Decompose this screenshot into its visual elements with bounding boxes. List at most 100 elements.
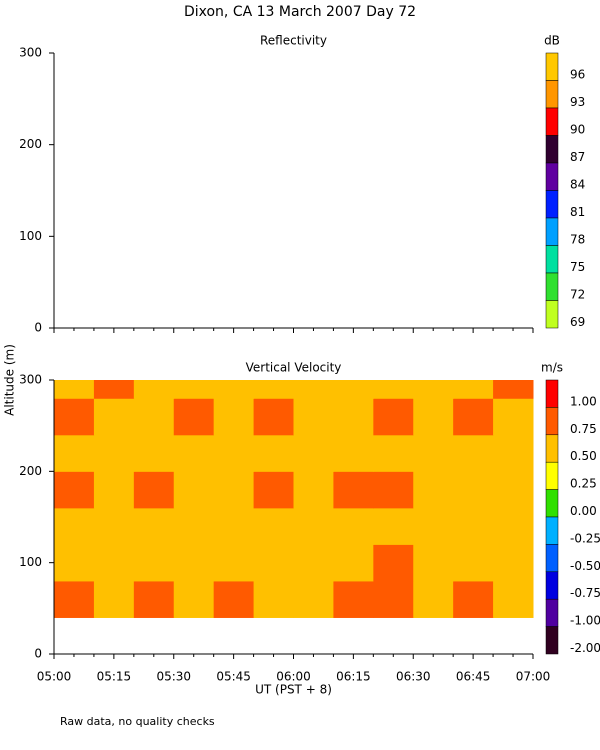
heatmap-cell (93, 580, 135, 618)
colorbar-label: -2.00 (570, 641, 600, 655)
heatmap-cell (54, 580, 95, 618)
y-tick-label: 0 (34, 321, 42, 335)
heatmap-cell (173, 434, 215, 472)
heatmap-cell (333, 471, 374, 509)
heatmap-cell (133, 471, 175, 509)
heatmap-cell (173, 544, 215, 582)
colorbar-label: 0.00 (570, 504, 597, 518)
heatmap-cell (54, 544, 95, 582)
heatmap-cell (173, 471, 215, 509)
heatmap-cell (293, 507, 334, 545)
heatmap-cell (93, 507, 135, 545)
heatmap-cell (133, 380, 175, 399)
heatmap-cell (213, 507, 255, 545)
colorbar-label: 1.00 (570, 394, 597, 408)
colorbar-swatch (545, 190, 559, 219)
x-tick-label: 06:15 (336, 670, 371, 684)
heatmap-cell (373, 380, 414, 399)
heatmap-cell (213, 471, 255, 509)
heatmap-cell (333, 380, 374, 399)
heatmap-cell (253, 507, 294, 545)
heatmap-cell (54, 434, 95, 472)
heatmap-cell (293, 380, 334, 399)
colorbar-label: -1.00 (570, 614, 600, 628)
heatmap-cell (213, 544, 255, 582)
colorbar-swatch (545, 544, 559, 573)
heatmap-cell (213, 434, 255, 472)
y-tick-label: 300 (19, 373, 42, 387)
heatmap-cell (93, 380, 135, 399)
heatmap-cell (213, 398, 255, 436)
x-tick-label: 05:30 (156, 670, 191, 684)
heatmap-cell (93, 471, 135, 509)
heatmap-cell (133, 544, 175, 582)
heatmap-cell (453, 580, 494, 618)
heatmap-cell (54, 380, 95, 399)
heatmap-cell (293, 580, 334, 618)
colorbar-label: 69 (570, 315, 585, 329)
x-tick-label: 06:30 (396, 670, 431, 684)
heatmap-cell (413, 507, 454, 545)
x-tick-label: 06:45 (456, 670, 491, 684)
y-tick-label: 100 (19, 229, 42, 243)
colorbar-label: 0.50 (570, 449, 597, 463)
heatmap-cell (493, 580, 534, 618)
x-tick-label: 07:00 (516, 670, 551, 684)
colorbar-swatch (545, 107, 559, 136)
heatmap-cell (373, 507, 414, 545)
heatmap-cell (253, 398, 294, 436)
colorbar-label: 84 (570, 178, 585, 192)
heatmap-cell (453, 544, 494, 582)
heatmap-cell (54, 507, 95, 545)
y-axis-label: Altitude (m) (3, 344, 17, 416)
colorbar-label: 0.75 (570, 422, 597, 436)
heatmap-cell (333, 507, 374, 545)
heatmap-cell (253, 544, 294, 582)
heatmap-cell (373, 471, 414, 509)
colorbar-label: -0.50 (570, 559, 600, 573)
heatmap-cell (293, 544, 334, 582)
x-tick-label: 05:00 (37, 670, 72, 684)
heatmap-cell (93, 544, 135, 582)
colorbar-swatch (545, 217, 559, 246)
heatmap-cell (333, 434, 374, 472)
x-tick-label: 05:45 (216, 670, 251, 684)
colorbar-swatch (545, 135, 559, 164)
heatmap-cell (333, 398, 374, 436)
heatmap-cell (413, 434, 454, 472)
colorbar-swatch (545, 516, 559, 545)
colorbar-label: 90 (570, 123, 585, 137)
heatmap-cell (493, 507, 534, 545)
colorbar-swatch (545, 598, 559, 627)
panel-title: Vertical Velocity (246, 361, 342, 375)
heatmap-cell (213, 380, 255, 399)
heatmap-cell (333, 544, 374, 582)
chart-title: Dixon, CA 13 March 2007 Day 72 (184, 4, 416, 20)
heatmap-cell (493, 544, 534, 582)
heatmap-cell (493, 380, 534, 399)
heatmap-cell (133, 507, 175, 545)
colorbar-swatch (545, 379, 559, 408)
colorbar-label: 96 (570, 68, 585, 82)
colorbar-label: 87 (570, 150, 585, 164)
heatmap-cell (253, 471, 294, 509)
colorbar-swatch (545, 461, 559, 490)
y-tick-label: 200 (19, 137, 42, 151)
y-tick-label: 300 (19, 46, 42, 60)
heatmap-cell (413, 471, 454, 509)
heatmap-cell (173, 398, 215, 436)
colorbar-unit: m/s (541, 361, 563, 375)
x-tick-label: 06:00 (276, 670, 311, 684)
heatmap-cell (293, 434, 334, 472)
heatmap-cell (453, 380, 494, 399)
heatmap-cell (373, 544, 414, 582)
heatmap-cell (493, 434, 534, 472)
heatmap-cell (93, 398, 135, 436)
colorbar-swatch (545, 626, 559, 655)
heatmap-cell (293, 398, 334, 436)
colorbar-label: 81 (570, 205, 585, 219)
panel-title: Reflectivity (260, 34, 327, 48)
heatmap-cell (173, 380, 215, 399)
heatmap-cell (453, 434, 494, 472)
heatmap-cell (453, 471, 494, 509)
